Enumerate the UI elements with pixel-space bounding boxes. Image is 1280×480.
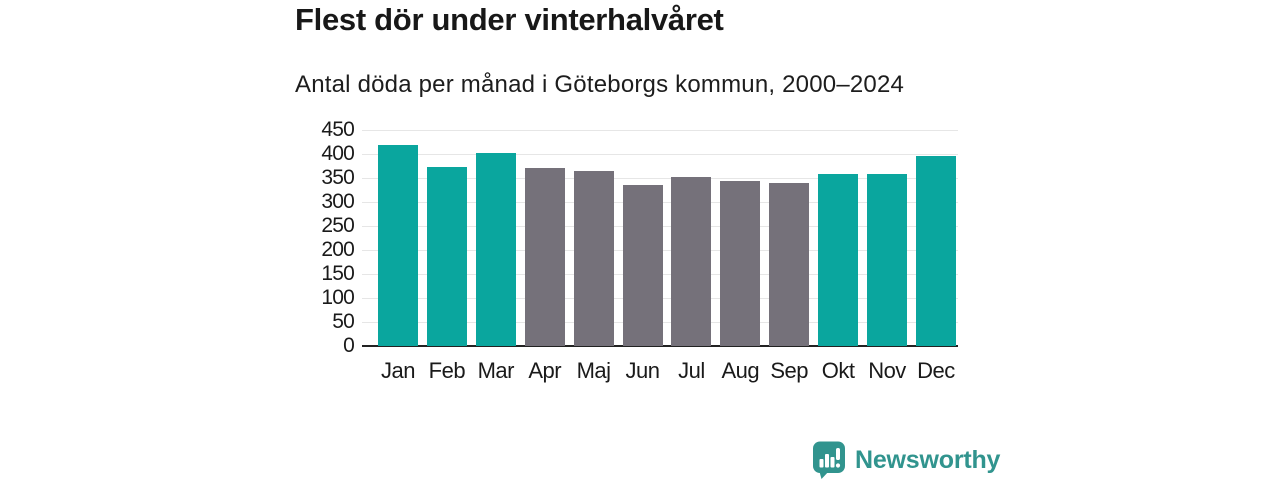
y-tick-label: 250 (321, 214, 354, 237)
bar-maj (573, 170, 614, 346)
y-tick-label: 100 (321, 286, 354, 309)
x-tick-label: Sep (770, 358, 809, 383)
y-tick-label: 300 (321, 190, 354, 213)
y-tick-label: 350 (321, 166, 354, 189)
x-tick-label: Jan (381, 358, 415, 383)
y-tick-label: 150 (321, 262, 354, 285)
x-tick-label: Mar (477, 358, 515, 383)
y-tick-label: 450 (321, 118, 354, 141)
y-tick-label: 200 (321, 238, 354, 261)
newsworthy-logo: Newsworthy (812, 441, 1000, 479)
bar-aug (720, 181, 761, 346)
x-tick-label: Okt (821, 358, 855, 383)
x-tick-label: Dec (917, 358, 955, 383)
x-tick-label: Jul (678, 358, 705, 383)
gridline (362, 130, 958, 131)
bar-jul (671, 176, 712, 346)
newsworthy-logo-text: Newsworthy (855, 445, 1001, 474)
bar-jan (378, 145, 418, 346)
chart-title: Flest dör under vinterhalvåret (295, 2, 724, 37)
y-tick-label: 0 (343, 334, 355, 357)
x-tick-label: Maj (576, 358, 611, 383)
bar-sep (769, 183, 810, 346)
gridline (362, 178, 958, 179)
x-tick-label: Nov (868, 358, 906, 383)
plot-area (362, 130, 958, 347)
bar-dec (915, 155, 956, 346)
bar-mar (475, 152, 516, 346)
x-tick-label: Aug (721, 358, 760, 383)
chart-subtitle: Antal döda per månad i Göteborgs kommun,… (295, 71, 905, 98)
gridline (362, 154, 958, 155)
bar-nov (867, 173, 907, 346)
x-tick-label: Feb (428, 358, 466, 383)
bar-apr (524, 167, 565, 346)
bar-okt (818, 174, 859, 346)
bar-feb (426, 167, 467, 346)
x-axis-line (362, 345, 958, 347)
bar-jun (622, 185, 663, 346)
y-tick-label: 50 (332, 310, 355, 333)
y-tick-label: 400 (321, 142, 354, 165)
bar-chart-speech-bubble-icon (812, 441, 846, 479)
x-tick-label: Apr (528, 358, 562, 383)
x-tick-label: Jun (625, 358, 660, 383)
